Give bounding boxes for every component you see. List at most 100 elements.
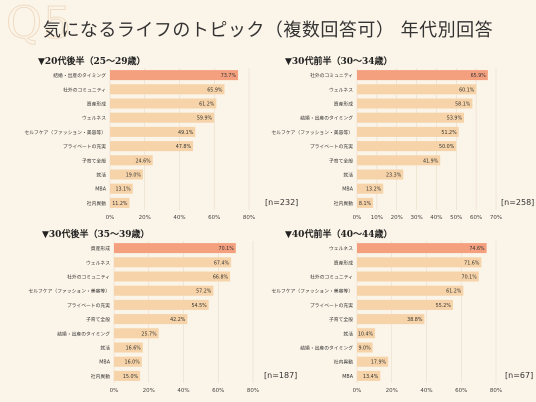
category-label: 子育て全般 xyxy=(329,157,353,164)
x-tick-label: 20% xyxy=(391,215,403,221)
bar xyxy=(110,126,196,137)
bar xyxy=(114,356,142,367)
category-label: 社外のコミュニティ xyxy=(310,274,353,281)
x-tick-label: 50% xyxy=(450,215,462,221)
category-label: 結婚・出産のタイミング xyxy=(300,115,353,122)
chart-panel-30s-late: ▼30代後半（35～39歳） 0% 20% 40% 60% 80% 資産形成 70.1% ウェ… xyxy=(28,227,298,394)
bar xyxy=(114,299,209,310)
bar xyxy=(357,271,479,282)
bar xyxy=(110,169,144,180)
category-label: プライベートの充実 xyxy=(67,302,110,309)
bar xyxy=(357,126,459,137)
sample-size-label: [n=187] xyxy=(264,371,298,380)
bar-chart-30s-early: 0% 10% 20% 30% 40% 50% 60% 70% 社外のコミュニティ 65.9% ウェル… xyxy=(271,68,502,221)
x-tick-label: 60% xyxy=(455,388,467,394)
bar xyxy=(357,141,457,152)
value-label: 66.8% xyxy=(213,275,229,281)
value-label: 8.1% xyxy=(359,201,372,207)
value-label: 15.0% xyxy=(123,374,139,380)
category-label: 資産形成 xyxy=(91,245,110,252)
value-label: 23.3% xyxy=(386,173,402,179)
bar xyxy=(110,112,215,123)
bar xyxy=(114,342,143,353)
chart-panel-40s-early: ▼40代前半（40～44歳） 0% 20% 40% 60% 80% ウェルネス 74.6% 資… xyxy=(271,227,536,394)
x-tick-label: 80% xyxy=(490,388,502,394)
bar xyxy=(357,314,425,325)
bar xyxy=(110,141,194,152)
value-label: 16.0% xyxy=(125,360,141,366)
bar xyxy=(357,370,381,381)
x-tick-label: 10% xyxy=(371,215,383,221)
value-label: 50.0% xyxy=(439,144,455,150)
bar xyxy=(357,84,477,95)
value-label: 11.2% xyxy=(112,201,128,207)
value-label: 60.1% xyxy=(459,87,475,93)
category-label: MBA xyxy=(99,360,110,366)
x-tick-label: 0% xyxy=(353,388,362,394)
category-label: 社外のコミュニティ xyxy=(67,274,110,281)
value-label: 51.2% xyxy=(441,130,457,136)
category-label: 資産形成 xyxy=(334,101,353,108)
value-label: 13.4% xyxy=(363,374,379,380)
category-label: 就活 xyxy=(100,345,110,352)
value-label: 19.0% xyxy=(126,173,142,179)
sample-size-label: [n=232] xyxy=(265,198,299,207)
x-tick-label: 80% xyxy=(247,388,259,394)
bar xyxy=(357,169,404,180)
category-label: ウェルネス xyxy=(329,86,353,93)
value-label: 53.9% xyxy=(447,116,463,122)
category-label: 社内異動 xyxy=(334,200,353,207)
value-label: 55.2% xyxy=(436,303,452,309)
bar-chart-30s-late: 0% 20% 40% 60% 80% 資産形成 70.1% ウェルネス 67.4% 社外のコミュニ… xyxy=(28,241,259,394)
x-tick-label: 0% xyxy=(110,388,119,394)
bar xyxy=(357,112,465,123)
q5-watermark: Q5 xyxy=(5,0,73,49)
bar xyxy=(114,243,236,254)
category-label: 結婚・出産のタイミング xyxy=(53,72,106,79)
value-label: 10.4% xyxy=(358,331,374,337)
x-tick-label: 30% xyxy=(410,215,422,221)
x-tick-label: 40% xyxy=(430,215,442,221)
category-label: 社内異動 xyxy=(334,359,353,366)
category-label: 資産形成 xyxy=(334,259,353,266)
chart-title: ▼20代後半（25～29歳） xyxy=(38,57,146,67)
category-label: 子育て全般 xyxy=(329,316,353,323)
chart-panel-30s-early: ▼30代前半（30～34歳） 0% 10% 20% 30% 40% 50% 60% 70% 社外… xyxy=(271,54,536,221)
value-label: 58.1% xyxy=(455,102,471,108)
x-tick-label: 0% xyxy=(106,215,115,221)
bar xyxy=(114,271,231,282)
page-title: 気になるライフのトピック（複数回答可） 年代別回答 xyxy=(42,20,494,41)
bar xyxy=(114,328,159,339)
bar xyxy=(357,299,453,310)
value-label: 61.2% xyxy=(199,102,215,108)
bar xyxy=(110,84,225,95)
value-label: 41.9% xyxy=(423,158,439,164)
category-label: 社外のコミュニティ xyxy=(310,72,353,79)
bar-chart-40s-early: 0% 20% 40% 60% 80% ウェルネス 74.6% 資産形成 71.6% 社外のコミュニ… xyxy=(271,241,502,394)
category-label: 子育て全般 xyxy=(86,316,110,323)
value-label: 38.8% xyxy=(407,317,423,323)
category-label: 社外のコミュニティ xyxy=(63,86,106,93)
value-label: 9.0% xyxy=(358,346,371,352)
category-label: セルフケア（ファッション・美容等） xyxy=(271,129,353,136)
x-tick-label: 0% xyxy=(353,215,362,221)
category-label: セルフケア（ファッション・美容等） xyxy=(24,129,106,136)
bar xyxy=(110,183,133,194)
bar xyxy=(357,155,441,166)
value-label: 49.1% xyxy=(178,130,194,136)
bar xyxy=(357,356,389,367)
x-tick-label: 20% xyxy=(139,215,151,221)
x-tick-label: 60% xyxy=(470,215,482,221)
value-label: 59.9% xyxy=(197,116,213,122)
chart-title: ▼30代後半（35～39歳） xyxy=(42,230,150,240)
value-label: 13.2% xyxy=(366,187,382,193)
value-label: 25.7% xyxy=(141,331,157,337)
bar xyxy=(357,342,373,353)
x-tick-label: 60% xyxy=(212,388,224,394)
bar xyxy=(357,243,487,254)
category-label: ウェルネス xyxy=(82,115,106,122)
bar xyxy=(357,197,374,208)
value-label: 57.2% xyxy=(196,289,212,295)
chart-panel-20s-late: ▼20代後半（25～29歳） 0% 20% 40% 60% 80% 結婚・出産のタイミング… xyxy=(24,54,298,221)
category-label: セルフケア（ファッション・美容等） xyxy=(28,288,110,295)
